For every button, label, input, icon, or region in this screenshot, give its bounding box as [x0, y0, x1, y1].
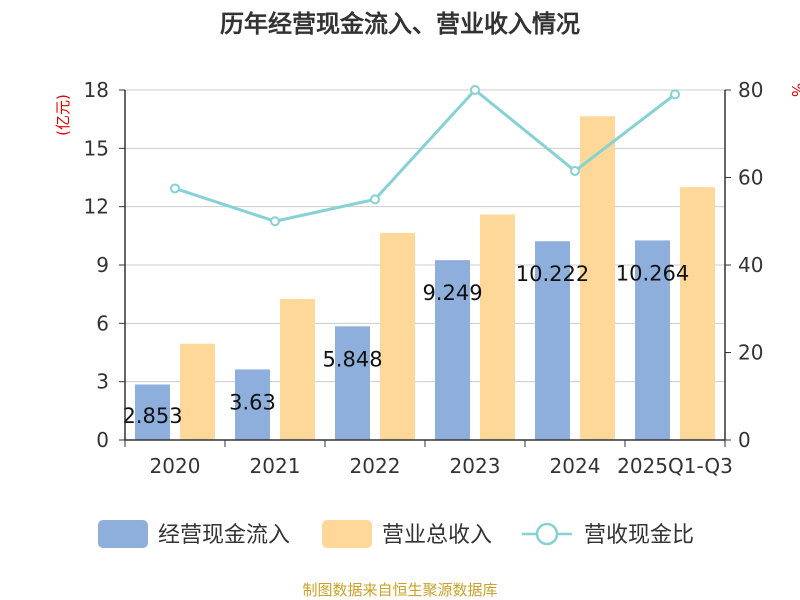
legend-swatch-revenue: [322, 520, 372, 548]
bar-value-label: 5.848: [322, 347, 382, 371]
bar-value-label: 2.853: [122, 404, 182, 428]
ratio-point: [270, 216, 280, 227]
ratio-line-path: [174, 88, 676, 223]
left-tick-label: 6: [96, 311, 109, 335]
x-tick-label: 2021: [250, 454, 301, 478]
legend-label-revenue: 营业总收入: [382, 523, 492, 548]
bar-value-label: 3.63: [229, 390, 276, 414]
bar-revenue: [580, 116, 615, 440]
grid-lines: [125, 89, 725, 383]
ratio-point: [570, 165, 580, 176]
bar-revenue: [380, 232, 415, 440]
ratio-line: [170, 85, 680, 227]
bar-revenue: [480, 214, 515, 440]
right-tick-label: 40: [738, 253, 763, 277]
left-tick-label: 15: [84, 136, 109, 160]
right-tick-label: 20: [738, 341, 763, 365]
ratio-point: [670, 89, 680, 100]
left-tick-label: 9: [96, 253, 109, 277]
bar-cash-inflow: [135, 384, 170, 440]
x-tick-label: 2022: [350, 454, 401, 478]
bar-cash-inflow: [435, 260, 470, 440]
legend-swatch-cash-inflow: [98, 520, 148, 548]
legend-swatch-ratio-marker: [535, 522, 559, 546]
ratio-point: [170, 183, 180, 194]
right-tick-label: 60: [738, 166, 763, 190]
bar-revenue: [180, 343, 215, 440]
left-tick-label: 3: [96, 370, 109, 394]
ratio-point: [470, 85, 480, 95]
left-tick-label: 0: [96, 428, 109, 452]
left-tick-label: 18: [84, 78, 109, 102]
bar-value-label: 10.264: [616, 261, 689, 285]
left-tick-label: 12: [84, 195, 109, 219]
bar-cash-inflow: [335, 326, 370, 440]
chart-title: 历年经营现金流入、营业收入情况: [220, 10, 580, 38]
right-axis-unit: %: [788, 83, 800, 97]
axes: 0 3 6 9 12 15 18 0 20 40 60 80 2020 2021 2022 2023 2024 2…: [84, 78, 764, 478]
source-note: 制图数据来自恒生聚源数据库: [302, 581, 497, 599]
bar-cash-inflow: [235, 369, 270, 440]
bar-value-label: 10.222: [516, 262, 589, 286]
legend: 经营现金流入 营业总收入 营收现金比: [98, 520, 694, 548]
bar-cash-inflow: [535, 241, 570, 440]
x-tick-label: 2024: [550, 454, 601, 478]
x-tick-label: 2020: [150, 454, 201, 478]
ratio-point: [370, 194, 380, 205]
x-tick-label: 2023: [450, 454, 501, 478]
bars: [135, 116, 715, 440]
bar-revenue: [280, 299, 315, 440]
legend-label-cash-inflow: 经营现金流入: [158, 523, 290, 548]
bar-cash-inflow: [635, 240, 670, 440]
legend-label-ratio: 营收现金比: [584, 523, 694, 548]
bar-value-label: 9.249: [422, 281, 482, 305]
x-tick-label: 2025Q1-Q3: [617, 454, 733, 478]
bar-revenue: [680, 187, 715, 440]
right-tick-label: 0: [738, 428, 751, 452]
bar-labels: 2.853 3.63 5.848 9.249 10.222 10.264: [122, 261, 689, 428]
right-tick-label: 80: [738, 78, 763, 102]
left-axis-unit: (亿元): [54, 94, 72, 136]
